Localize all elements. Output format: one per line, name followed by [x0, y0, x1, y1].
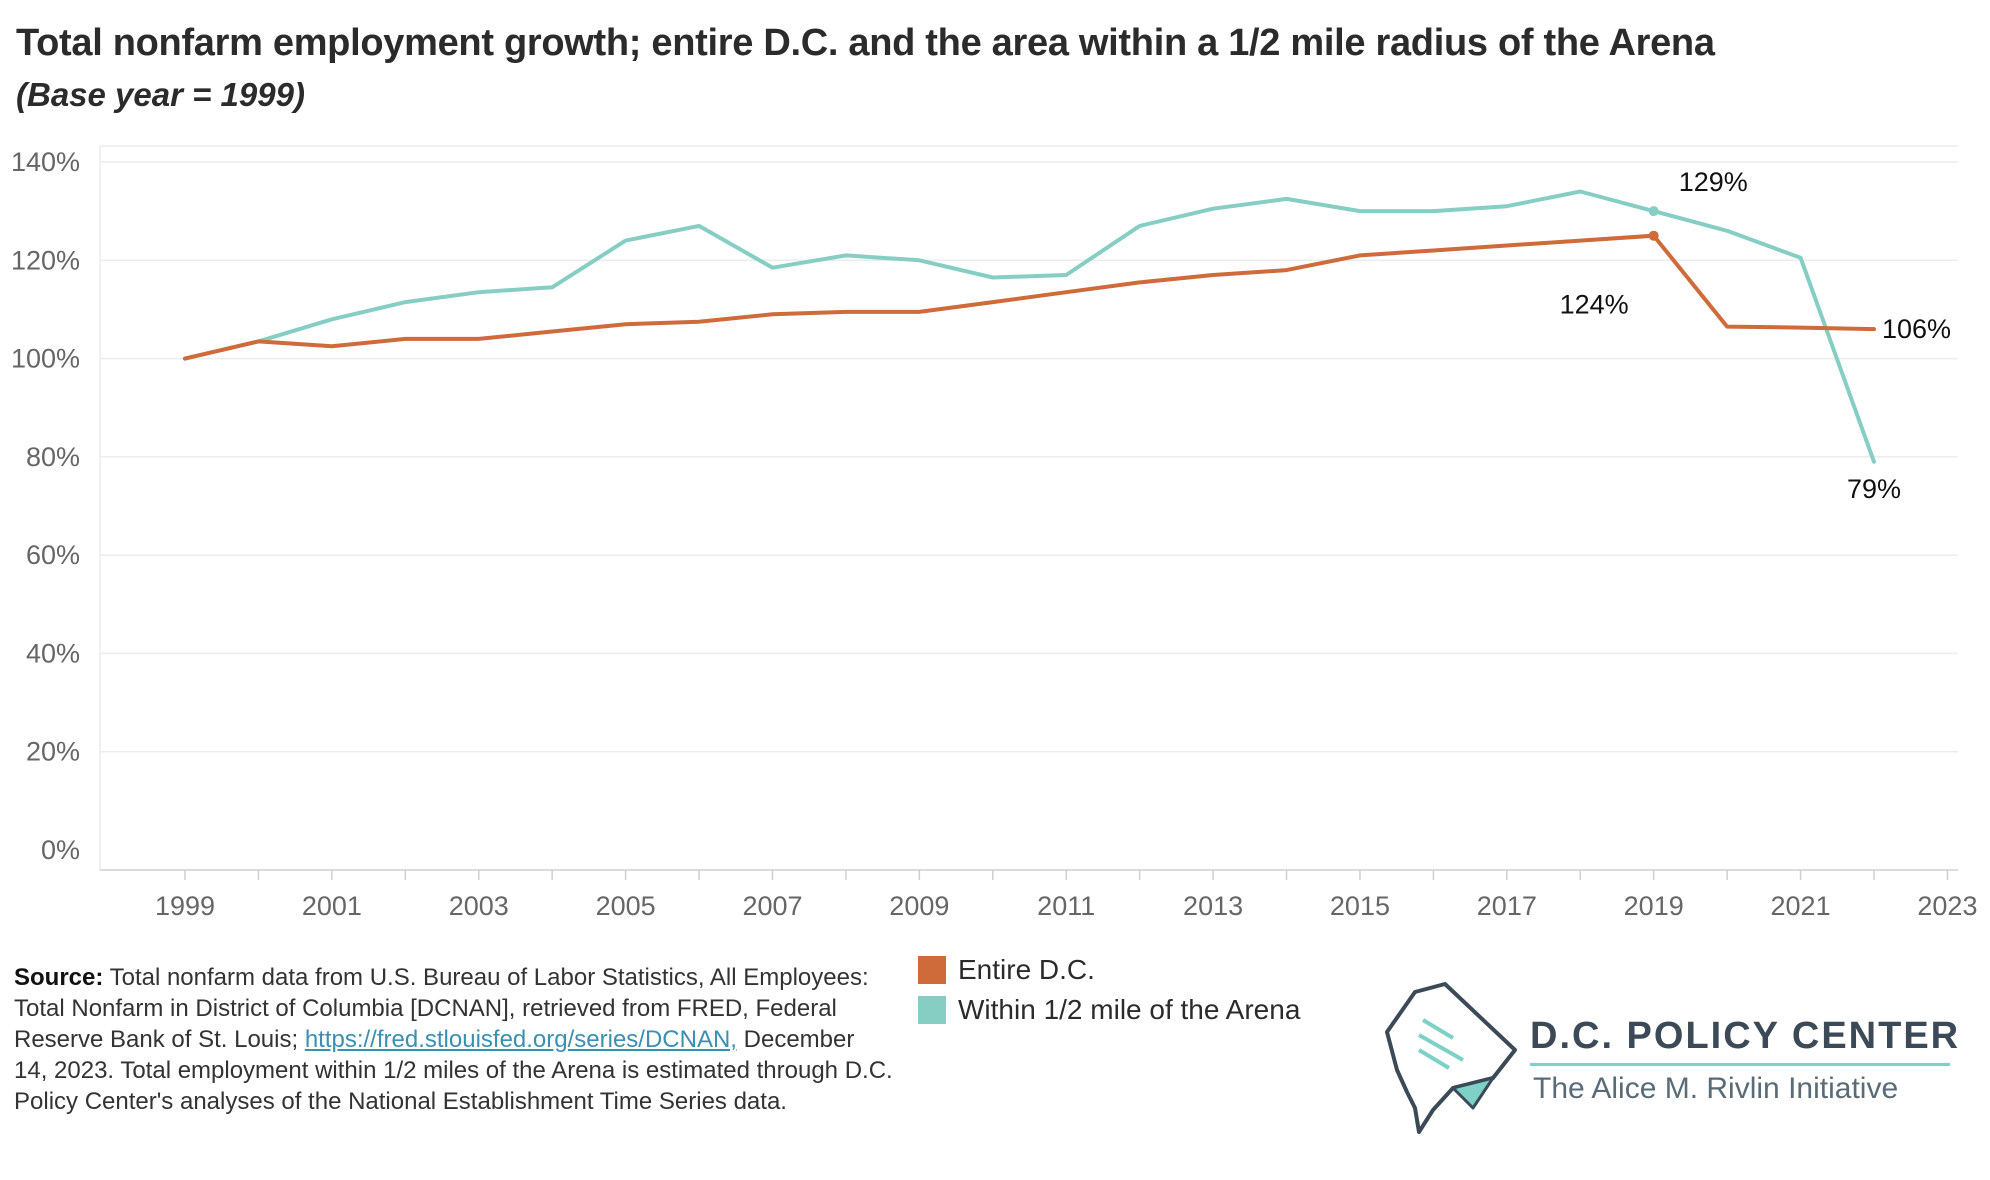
grid-lines [100, 161, 1958, 753]
axes [99, 145, 1958, 880]
x-tick-label: 2005 [596, 891, 656, 921]
logo-title: D.C. POLICY CENTER [1530, 1015, 1961, 1057]
x-tick-label: 2015 [1330, 891, 1390, 921]
series-line-entire-dc [183, 233, 1876, 361]
data-label: 129% [1679, 167, 1748, 197]
source-label: Source: [14, 964, 104, 991]
legend: Entire D.C. Within 1/2 mile of the Arena [918, 950, 1300, 1030]
data-point-marker [1648, 206, 1659, 217]
x-tick-label: 2021 [1771, 891, 1831, 921]
y-tick-label: 120% [11, 245, 80, 275]
data-label: 124% [1560, 290, 1629, 320]
legend-label-arena: Within 1/2 mile of the Arena [958, 994, 1301, 1025]
x-tick-label: 1999 [155, 891, 215, 921]
chart-title: Total nonfarm employment growth; entire … [16, 22, 1715, 64]
data-labels: 129% 124% 106% 79% [1560, 167, 1951, 504]
tick-labels: 0% 20% 40% 60% 80% 100% 120% 140% 1999 2001 2003 20… [11, 147, 1978, 921]
data-point-marker [1648, 230, 1659, 241]
x-tick-label: 2009 [889, 891, 949, 921]
y-tick-label: 40% [26, 638, 80, 668]
y-tick-label: 0% [41, 835, 80, 865]
logo-tagline: The Alice M. Rivlin Initiative [1533, 1072, 1899, 1105]
chart-subtitle: (Base year = 1999) [16, 76, 305, 113]
document-map-icon [1385, 982, 1517, 1134]
y-tick-label: 80% [26, 442, 80, 472]
source-text-1: Total nonfarm data from U.S. Bureau of L… [14, 964, 869, 1053]
x-tick-label: 2013 [1183, 891, 1243, 921]
x-tick-label: 2007 [742, 891, 802, 921]
x-tick-label: 2011 [1037, 891, 1095, 921]
data-label: 79% [1847, 474, 1901, 504]
legend-label-entire-dc: Entire D.C. [958, 954, 1095, 985]
logo-divider [1530, 1063, 1950, 1066]
source-link[interactable]: https://fred.stlouisfed.org/series/DCNAN… [304, 1026, 737, 1053]
legend-swatch-entire-dc [918, 956, 946, 984]
y-tick-label: 100% [11, 344, 80, 374]
x-tick-label: 2019 [1624, 891, 1684, 921]
series-lines [183, 189, 1876, 464]
legend-item-arena: Within 1/2 mile of the Arena [918, 990, 1300, 1030]
legend-item-entire-dc: Entire D.C. [918, 950, 1300, 990]
legend-swatch-arena [918, 996, 946, 1024]
source-note: Source: Total nonfarm data from U.S. Bur… [14, 962, 894, 1117]
y-tick-label: 140% [11, 147, 80, 177]
x-tick-label: 2017 [1477, 891, 1537, 921]
x-tick-label: 2001 [302, 891, 362, 921]
source-text-2: December 14, 2023. Total employment with… [14, 1026, 893, 1115]
data-label: 106% [1882, 314, 1951, 344]
y-tick-label: 20% [26, 737, 80, 767]
series-line-arena [183, 189, 1876, 464]
x-tick-label: 2023 [1917, 891, 1977, 921]
y-tick-label: 60% [26, 540, 80, 570]
x-tick-label: 2003 [449, 891, 509, 921]
dc-policy-center-logo: D.C. POLICY CENTER The Alice M. Rivlin I… [1375, 980, 1975, 1140]
line-chart: 0% 20% 40% 60% 80% 100% 120% 140% 1999 2001 2003 20… [11, 145, 1978, 921]
